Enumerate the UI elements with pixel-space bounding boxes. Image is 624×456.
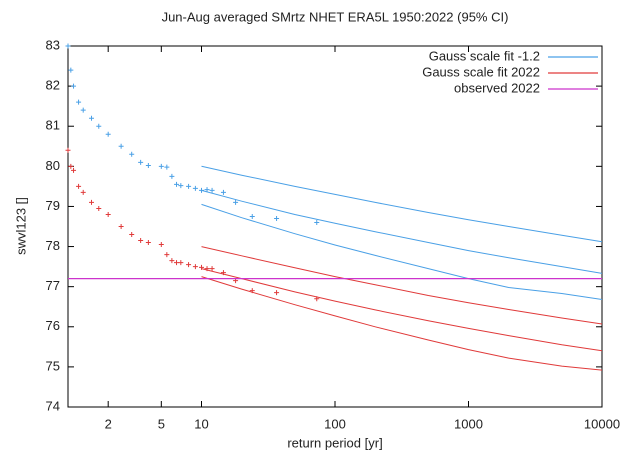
data-point xyxy=(314,219,320,225)
fit-line xyxy=(201,189,603,274)
data-point xyxy=(169,173,175,179)
data-point xyxy=(233,199,239,205)
data-point xyxy=(199,187,204,193)
data-point xyxy=(209,187,215,193)
data-point xyxy=(174,260,180,266)
data-point xyxy=(204,266,210,272)
data-point xyxy=(164,252,170,258)
data-point xyxy=(209,266,215,272)
data-point xyxy=(186,183,192,189)
y-tick-label: 81 xyxy=(46,118,60,133)
data-point xyxy=(68,67,74,73)
legend-label: Gauss scale fit 2022 xyxy=(422,64,540,79)
data-point xyxy=(174,181,180,187)
data-point xyxy=(68,163,74,169)
data-point xyxy=(138,238,144,244)
data-point xyxy=(220,189,226,195)
x-tick-label: 1000 xyxy=(454,416,483,431)
x-axis-label: return period [yr] xyxy=(287,435,382,450)
data-point xyxy=(105,211,111,217)
y-tick-label: 74 xyxy=(46,398,60,413)
fit-line xyxy=(201,268,603,352)
y-tick-label: 82 xyxy=(46,78,60,93)
data-point xyxy=(178,260,184,266)
fit-line xyxy=(201,276,603,371)
data-point xyxy=(204,187,210,193)
x-tick-label: 10 xyxy=(194,416,208,431)
data-point xyxy=(178,183,184,189)
data-point xyxy=(80,107,86,113)
data-point xyxy=(192,185,198,191)
y-axis-label: swvl123 [] xyxy=(13,197,28,255)
plot-frame xyxy=(67,45,603,408)
legend-label: observed 2022 xyxy=(454,80,540,95)
data-point xyxy=(145,240,151,246)
x-tick-label: 10000 xyxy=(584,416,620,431)
y-tick-label: 75 xyxy=(46,358,60,373)
data-point xyxy=(129,151,135,157)
data-point xyxy=(138,159,144,165)
data-point xyxy=(249,213,255,219)
y-tick-label: 80 xyxy=(46,158,60,173)
data-point xyxy=(105,131,111,137)
y-tick-label: 78 xyxy=(46,238,60,253)
y-tick-label: 79 xyxy=(46,198,60,213)
data-point xyxy=(158,242,164,248)
data-point xyxy=(65,147,71,153)
y-tick-label: 77 xyxy=(46,278,60,293)
y-tick-label: 83 xyxy=(46,37,60,52)
data-point xyxy=(76,183,82,189)
data-point xyxy=(192,264,198,270)
data-point xyxy=(89,199,95,205)
data-point xyxy=(220,270,226,276)
data-point xyxy=(164,164,170,170)
data-point xyxy=(76,99,82,105)
legend-label: Gauss scale fit -1.2 xyxy=(429,48,540,63)
data-point xyxy=(129,232,135,238)
x-tick-label: 2 xyxy=(105,416,112,431)
data-point xyxy=(96,123,102,129)
data-point xyxy=(118,224,124,229)
data-point xyxy=(169,258,175,264)
data-point xyxy=(71,167,77,173)
data-point xyxy=(274,215,280,221)
data-point xyxy=(80,189,86,195)
data-point xyxy=(314,296,320,302)
chart-title: Jun-Aug averaged SMrtz NHET ERA5L 1950:2… xyxy=(162,9,509,24)
data-point xyxy=(65,43,71,49)
fit-line xyxy=(201,165,603,243)
fit-line xyxy=(201,203,603,300)
x-tick-label: 100 xyxy=(324,416,346,431)
data-point xyxy=(118,143,124,149)
data-point xyxy=(186,262,192,268)
y-tick-label: 76 xyxy=(46,318,60,333)
data-point xyxy=(96,205,102,211)
data-point xyxy=(249,288,255,294)
data-point xyxy=(199,264,204,270)
data-point xyxy=(158,163,164,169)
data-point xyxy=(274,290,280,296)
fit-line xyxy=(201,246,603,325)
x-tick-label: 5 xyxy=(158,416,165,431)
data-point xyxy=(89,115,95,121)
data-point xyxy=(71,83,77,89)
data-point xyxy=(145,163,151,169)
